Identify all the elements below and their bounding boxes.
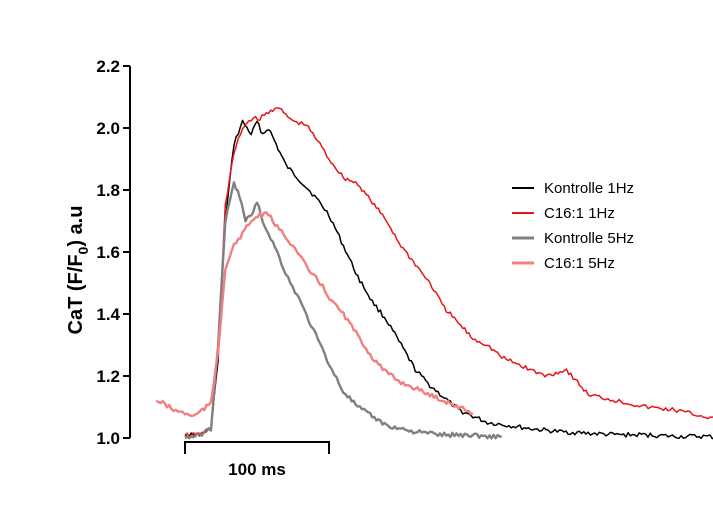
y-axis-title: CaT (F/F0) a.u: [65, 206, 91, 335]
y-tick-label: 1.8: [96, 181, 120, 200]
series-line-kontrolle-5hz: [184, 181, 502, 440]
series-line-c16-1-1hz: [184, 107, 713, 438]
y-axis-ticks: 1.0 1.2 1.4 1.6 1.8 2.0 2.2: [96, 57, 130, 448]
series-lines: [155, 107, 713, 440]
y-tick-label: 2.2: [96, 57, 120, 76]
legend-label: C16:1 1Hz: [544, 205, 615, 222]
scale-bar-line: [184, 441, 330, 454]
legend-label: Kontrolle 1Hz: [544, 180, 634, 197]
y-tick-label: 1.4: [96, 305, 120, 324]
y-axis-title-subscript: 0: [75, 246, 91, 254]
y-tick-label: 1.0: [96, 429, 120, 448]
legend-label: Kontrolle 5Hz: [544, 230, 634, 247]
scale-bar-label: 100 ms: [228, 460, 286, 479]
series-line-kontrolle-1hz: [184, 119, 713, 440]
y-tick-label: 1.2: [96, 367, 120, 386]
y-tick-label: 1.6: [96, 243, 120, 262]
y-axis-title-suffix: ) a.u: [65, 206, 87, 247]
time-scale-bar: [184, 441, 330, 454]
series-line-c16-1-5hz: [155, 211, 474, 418]
legend-label: C16:1 5Hz: [544, 255, 615, 272]
legend: Kontrolle 1Hz C16:1 1Hz Kontrolle 5Hz C16:1…: [512, 180, 634, 272]
y-axis-title-main: CaT (F/F: [65, 254, 87, 334]
y-tick-label: 2.0: [96, 119, 120, 138]
